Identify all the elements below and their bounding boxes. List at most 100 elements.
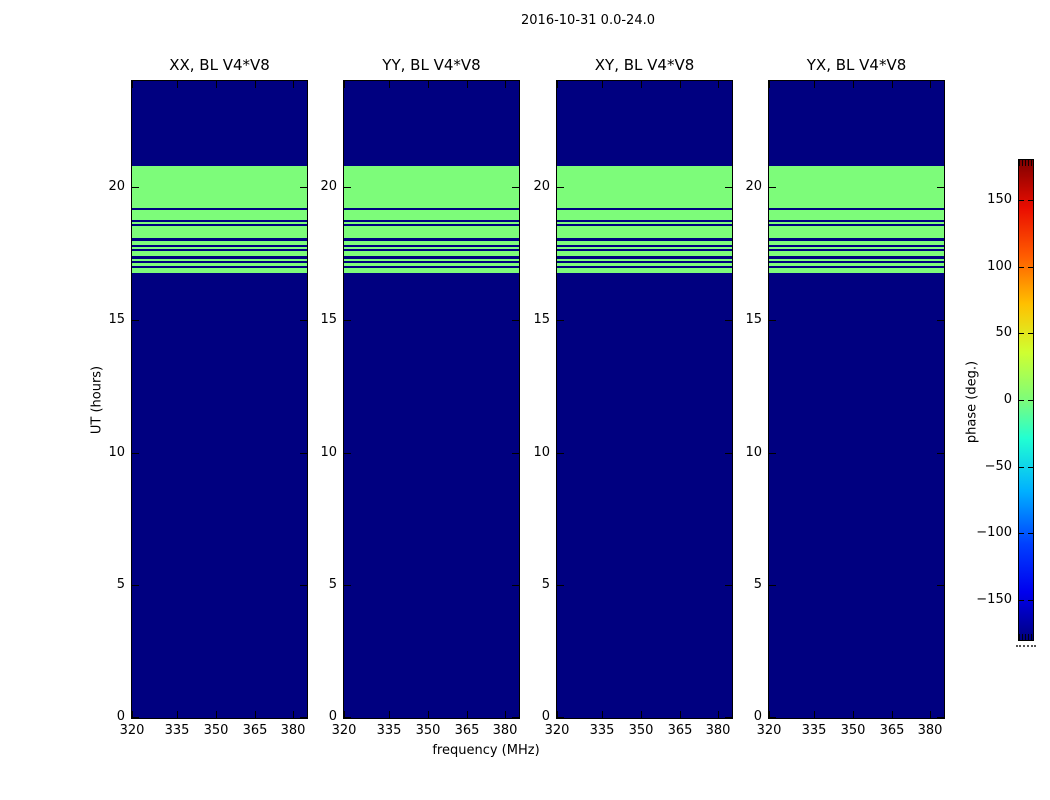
colorbar-tick bbox=[1019, 200, 1024, 201]
phase-band bbox=[769, 165, 944, 273]
x-tick bbox=[293, 711, 294, 718]
y-tick bbox=[725, 320, 732, 321]
y-tick-label: 20 bbox=[533, 179, 550, 194]
phase-stripe bbox=[132, 245, 307, 248]
colorbar bbox=[1018, 159, 1034, 641]
phase-stripe bbox=[769, 256, 944, 259]
phase-stripe bbox=[344, 265, 519, 268]
colorbar-tick bbox=[1028, 467, 1033, 468]
y-tick bbox=[557, 453, 564, 454]
x-tick-label: 365 bbox=[667, 723, 693, 738]
x-tick-label: 320 bbox=[331, 723, 357, 738]
y-tick bbox=[300, 585, 307, 586]
x-tick bbox=[853, 711, 854, 718]
phase-stripe bbox=[769, 208, 944, 211]
phase-stripe bbox=[344, 256, 519, 259]
colorbar-tick bbox=[1028, 200, 1033, 201]
x-tick bbox=[769, 711, 770, 718]
x-tick-label: 320 bbox=[119, 723, 145, 738]
y-tick-label: 5 bbox=[116, 577, 125, 592]
y-tick bbox=[725, 453, 732, 454]
y-tick-label: 0 bbox=[116, 709, 125, 724]
y-tick-label: 15 bbox=[533, 312, 550, 327]
phase-band bbox=[344, 165, 519, 273]
y-tick bbox=[512, 585, 519, 586]
phase-stripe bbox=[769, 249, 944, 252]
colorbar-tick-label: 50 bbox=[995, 325, 1012, 340]
x-tick-label: 320 bbox=[544, 723, 570, 738]
phase-stripe bbox=[344, 208, 519, 211]
y-tick-label: 15 bbox=[108, 312, 125, 327]
panel-title: XY, BL V4*V8 bbox=[594, 56, 695, 74]
y-tick bbox=[557, 320, 564, 321]
y-tick bbox=[769, 187, 776, 188]
x-tick bbox=[428, 81, 429, 88]
y-tick bbox=[769, 453, 776, 454]
y-tick bbox=[769, 320, 776, 321]
y-tick bbox=[937, 585, 944, 586]
x-tick-label: 350 bbox=[628, 723, 654, 738]
x-tick bbox=[467, 81, 468, 88]
panel-plot bbox=[556, 80, 733, 719]
colorbar-tick bbox=[1019, 467, 1024, 468]
y-tick-label: 5 bbox=[753, 577, 762, 592]
colorbar-tick bbox=[1019, 600, 1024, 601]
y-tick bbox=[557, 187, 564, 188]
x-tick bbox=[389, 711, 390, 718]
x-tick bbox=[641, 711, 642, 718]
colorbar-tick bbox=[1019, 267, 1024, 268]
phase-stripe bbox=[557, 256, 732, 259]
x-tick bbox=[557, 711, 558, 718]
phase-stripe bbox=[769, 261, 944, 264]
phase-stripe bbox=[557, 219, 732, 222]
y-tick-label: 15 bbox=[320, 312, 337, 327]
y-tick-label: 20 bbox=[108, 179, 125, 194]
phase-stripe bbox=[557, 238, 732, 241]
y-tick bbox=[557, 717, 564, 718]
colorbar-end-hatch-bottom bbox=[1019, 634, 1033, 640]
x-tick bbox=[680, 711, 681, 718]
x-tick-label: 320 bbox=[756, 723, 782, 738]
y-tick bbox=[557, 585, 564, 586]
phase-stripe bbox=[344, 238, 519, 241]
phase-stripe bbox=[132, 238, 307, 241]
colorbar-tick bbox=[1019, 333, 1024, 334]
x-tick bbox=[930, 711, 931, 718]
x-tick-label: 365 bbox=[879, 723, 905, 738]
x-tick bbox=[680, 81, 681, 88]
x-tick bbox=[505, 711, 506, 718]
phase-stripe bbox=[132, 256, 307, 259]
y-tick bbox=[132, 453, 139, 454]
colorbar-tick bbox=[1028, 400, 1033, 401]
figure-title: 2016-10-31 0.0-24.0 bbox=[521, 13, 655, 28]
x-tick bbox=[428, 711, 429, 718]
y-tick bbox=[512, 453, 519, 454]
x-tick bbox=[132, 81, 133, 88]
panel-title: YX, BL V4*V8 bbox=[806, 56, 907, 74]
phase-band bbox=[557, 165, 732, 273]
colorbar-tick bbox=[1028, 267, 1033, 268]
x-tick-label: 365 bbox=[242, 723, 268, 738]
x-tick-label: 380 bbox=[280, 723, 306, 738]
y-tick-label: 10 bbox=[745, 445, 762, 460]
phase-stripe bbox=[132, 219, 307, 222]
colorbar-tick-label: −50 bbox=[984, 459, 1012, 474]
y-tick bbox=[769, 585, 776, 586]
colorbar-bottom-dots bbox=[1016, 645, 1036, 647]
phase-stripe bbox=[769, 223, 944, 226]
x-tick-label: 380 bbox=[492, 723, 518, 738]
phase-stripe bbox=[557, 265, 732, 268]
y-tick-label: 10 bbox=[320, 445, 337, 460]
x-tick bbox=[769, 81, 770, 88]
x-axis-label: frequency (MHz) bbox=[432, 743, 540, 758]
x-tick bbox=[216, 711, 217, 718]
phase-stripe bbox=[344, 261, 519, 264]
x-tick-label: 365 bbox=[454, 723, 480, 738]
panel-title: XX, BL V4*V8 bbox=[169, 56, 270, 74]
colorbar-tick bbox=[1028, 533, 1033, 534]
phase-stripe bbox=[132, 265, 307, 268]
x-tick bbox=[602, 81, 603, 88]
y-tick bbox=[937, 320, 944, 321]
phase-stripe bbox=[769, 219, 944, 222]
y-axis-label: UT (hours) bbox=[89, 365, 105, 435]
